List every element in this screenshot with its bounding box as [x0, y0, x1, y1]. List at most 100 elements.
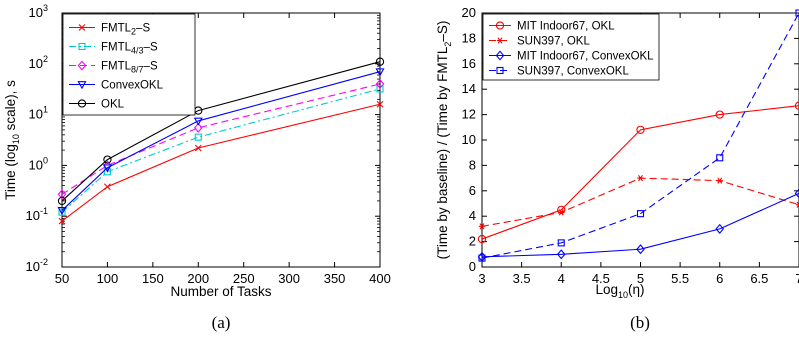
y-tick-label: 18 — [462, 30, 476, 45]
series-line — [481, 192, 799, 258]
panel-b-y-axis-label: (Time by baseline) / (Time by FMTL2–S) — [435, 21, 453, 260]
data-point — [375, 68, 385, 77]
legend-marker — [496, 66, 504, 75]
x-tick-label: 50 — [55, 271, 69, 286]
data-point — [375, 57, 385, 66]
data-point — [102, 164, 112, 173]
y-tick-label: 16 — [462, 56, 476, 71]
y-tick-label: 8 — [469, 157, 476, 172]
data-point — [57, 189, 67, 200]
data-point — [795, 9, 799, 17]
data-point — [716, 154, 724, 162]
series-line — [61, 61, 381, 202]
x-tick-label: 4 — [558, 271, 565, 286]
data-point — [557, 239, 565, 247]
legend-marker — [495, 50, 505, 61]
data-point — [58, 217, 66, 225]
series-4 — [57, 68, 385, 216]
series-line — [481, 105, 799, 240]
data-point — [478, 223, 486, 230]
data-point — [57, 207, 67, 216]
y-tick-label: 2 — [469, 234, 476, 249]
y-tick-label: 10-1 — [26, 206, 48, 223]
legend-label: MIT Indoor67, ConvexOKL — [517, 51, 654, 63]
legend-label: ConvexOKL — [101, 80, 164, 92]
legend-entry: FMTL8/7–S — [69, 60, 158, 75]
legend-entry: OKL — [69, 99, 125, 111]
y-tick-label: 0 — [469, 259, 476, 274]
legend-entry: MIT Indoor67, ConvexOKL — [489, 50, 654, 63]
series-line — [61, 103, 381, 222]
data-point — [478, 254, 486, 262]
series-line — [61, 88, 381, 213]
data-point — [636, 244, 645, 255]
x-tick-label: 350 — [324, 271, 346, 286]
series-5 — [57, 57, 385, 206]
data-point — [194, 133, 202, 141]
legend-label: OKL — [101, 99, 125, 111]
data-point — [58, 208, 66, 216]
data-point — [57, 196, 67, 206]
legend-entry: SUN397, OKL — [489, 36, 590, 48]
x-tick-label: 400 — [369, 271, 391, 286]
x-tick-label: 5.5 — [671, 271, 689, 286]
x-tick-label: 6.5 — [750, 271, 768, 286]
legend-box — [482, 13, 660, 81]
x-tick-label: 7 — [795, 271, 799, 286]
panel-b-y-ticks: 0 2 4 6 8 10 12 14 16 18 20 — [462, 5, 799, 274]
legend-marker — [77, 99, 87, 108]
y-tick-label: 10 — [462, 132, 476, 147]
data-point — [103, 160, 112, 171]
panel-a-x-ticks: 50 100 150 200 250 300 350 400 — [55, 13, 391, 286]
legend-marker — [78, 42, 86, 51]
legend-marker — [77, 81, 87, 90]
series-1 — [477, 101, 799, 244]
series-line — [481, 12, 799, 259]
data-point — [715, 110, 724, 119]
legend-label: FMTL8/7–S — [101, 61, 158, 75]
panel-b-chart: 0 2 4 6 8 10 12 14 16 18 20 3 3.5 4 4.5 5 5.5 6 6.5 7 MIT … — [435, 5, 799, 332]
panel-b-x-axis-label: Log10(η) — [595, 282, 644, 300]
legend-entry: FMTL2–S — [69, 23, 150, 37]
data-point — [637, 174, 644, 182]
data-point — [558, 209, 565, 216]
x-tick-label: 200 — [187, 271, 209, 286]
y-tick-label: 100 — [29, 155, 48, 172]
legend-marker — [496, 37, 504, 44]
x-tick-label: 250 — [233, 271, 255, 286]
y-tick-label: 20 — [462, 5, 476, 20]
legend-entry: FMTL4/3–S — [69, 42, 158, 56]
legend-label: MIT Indoor67, OKL — [517, 21, 615, 33]
panel-a-y-axis-label: Time (log10 scale), s — [3, 80, 21, 200]
series-line — [61, 71, 381, 211]
panel-b-series — [477, 9, 799, 262]
legend-label: FMTL2–S — [101, 23, 150, 37]
x-tick-label: 4.5 — [592, 271, 610, 286]
data-point — [557, 205, 566, 214]
panel-a-series — [57, 57, 385, 225]
data-point — [376, 100, 384, 108]
series-4 — [478, 9, 799, 262]
data-point — [193, 122, 203, 133]
y-tick-label: 4 — [469, 208, 476, 223]
legend-label: SUN397, OKL — [517, 36, 590, 48]
data-point — [794, 188, 799, 199]
panel-b-legend: MIT Indoor67, OKL SUN397, OKL MIT Indoor67… — [482, 13, 660, 81]
legend-label: FMTL4/3–S — [101, 42, 158, 56]
x-tick-label: 150 — [142, 271, 164, 286]
data-point — [104, 183, 111, 191]
panel-b-x-ticks: 3 3.5 4 4.5 5 5.5 6 6.5 7 — [478, 13, 799, 286]
panel-b-caption: (b) — [630, 313, 650, 332]
data-point — [103, 155, 112, 164]
x-tick-label: 300 — [278, 271, 300, 286]
data-point — [636, 125, 645, 134]
legend-marker — [78, 24, 86, 31]
series-1 — [58, 100, 384, 225]
panel-a-x-axis-label: Number of Tasks — [170, 284, 271, 299]
data-point — [193, 117, 203, 126]
data-point — [636, 210, 645, 218]
y-tick-label: 14 — [462, 81, 476, 96]
y-tick-label: 101 — [29, 105, 48, 122]
x-tick-label: 100 — [97, 271, 119, 286]
